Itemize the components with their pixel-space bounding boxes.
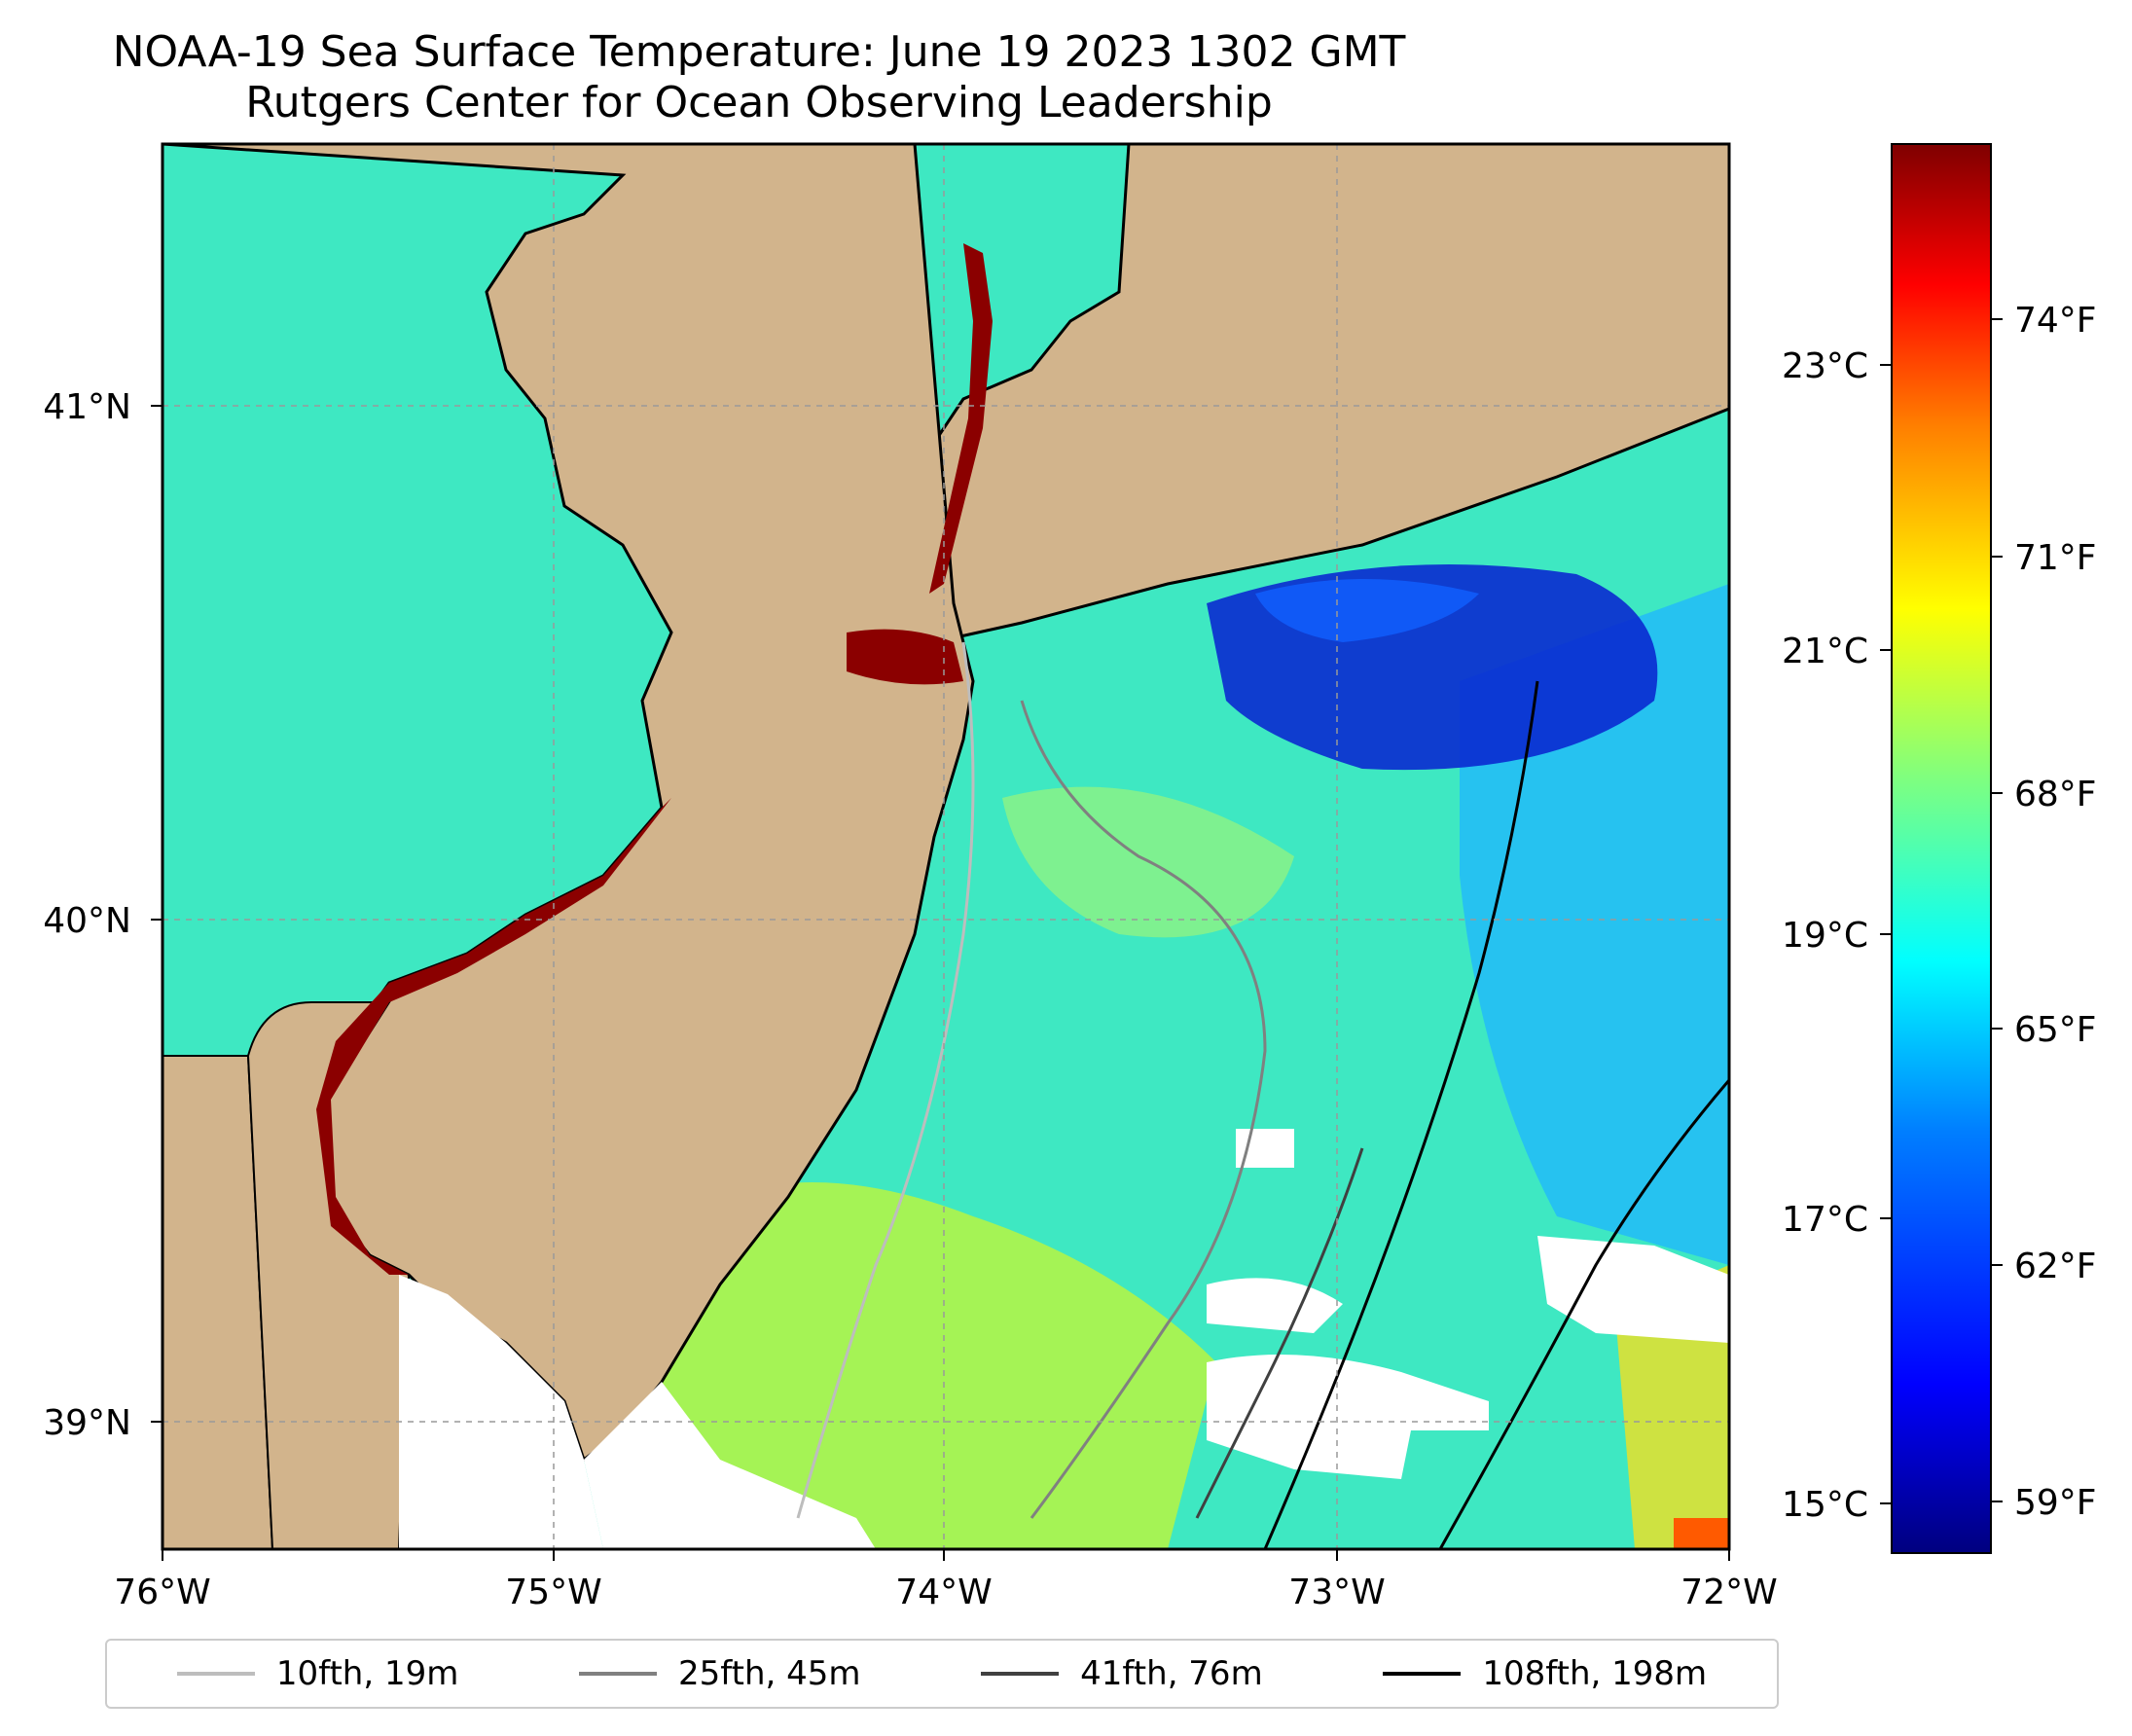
legend-label: 25fth, 45m bbox=[678, 1654, 861, 1693]
celsius-tick-label: 23°C bbox=[1782, 346, 1868, 386]
x-tick-label: 73°W bbox=[1288, 1573, 1385, 1612]
nodata-south bbox=[584, 1382, 876, 1549]
map-title: NOAA-19 Sea Surface Temperature: June 19… bbox=[112, 27, 1406, 77]
legend-item: 41fth, 76m bbox=[981, 1654, 1263, 1693]
warm-sst-patch bbox=[603, 1182, 1216, 1549]
cloud-patch bbox=[1207, 1278, 1343, 1333]
y-axis: 41°N 40°N 39°N bbox=[43, 387, 163, 1443]
colorbar-fahrenheit-ticks: 74°F 71°F 68°F 65°F 62°F 59°F bbox=[1991, 301, 2097, 1523]
land-delaware bbox=[163, 1055, 274, 1549]
celsius-tick-label: 15°C bbox=[1782, 1485, 1868, 1525]
contour-108fth bbox=[1263, 680, 1729, 1549]
legend-label: 10fth, 19m bbox=[275, 1654, 459, 1693]
hudson-river-warm bbox=[929, 243, 993, 594]
fahrenheit-tick-label: 62°F bbox=[2014, 1247, 2097, 1286]
y-tick-label: 40°N bbox=[43, 901, 131, 941]
legend-line-108fth bbox=[1383, 1672, 1462, 1676]
contour-25fth bbox=[1020, 700, 1267, 1519]
fahrenheit-tick-label: 68°F bbox=[2014, 775, 2097, 814]
map-subtitle: Rutgers Center for Ocean Observing Leade… bbox=[245, 78, 1273, 127]
legend-line-10fth bbox=[176, 1672, 255, 1676]
legend-item: 10fth, 19m bbox=[176, 1654, 459, 1693]
x-tick-label: 75°W bbox=[505, 1573, 601, 1612]
x-tick-label: 72°W bbox=[1680, 1573, 1777, 1612]
delaware-bay-nodata bbox=[399, 1275, 603, 1549]
contour-legend: 10fth, 19m 25fth, 45m 41fth, 76m 108fth,… bbox=[105, 1639, 1779, 1709]
y-tick-label: 39°N bbox=[43, 1403, 131, 1443]
x-tick-label: 74°W bbox=[895, 1573, 992, 1612]
fahrenheit-tick-label: 74°F bbox=[2014, 301, 2097, 341]
colorbar-gradient bbox=[1891, 143, 1992, 1554]
colorbar-celsius-ticks: 23°C 21°C 19°C 17°C 15°C bbox=[1782, 346, 1892, 1525]
delaware-river-warm bbox=[316, 798, 671, 1275]
legend-item: 108fth, 198m bbox=[1383, 1654, 1707, 1693]
legend-label: 108fth, 198m bbox=[1482, 1654, 1708, 1693]
x-axis: 76°W 75°W 74°W 73°W 72°W bbox=[114, 1549, 1778, 1612]
cloud-patch-3 bbox=[1537, 1236, 1729, 1343]
raritan-bay-warm bbox=[847, 629, 963, 685]
contour-10fth bbox=[796, 641, 975, 1519]
x-tick-label: 76°W bbox=[114, 1573, 210, 1612]
legend-line-25fth bbox=[579, 1672, 657, 1676]
y-tick-label: 41°N bbox=[43, 387, 131, 427]
map-frame bbox=[161, 142, 1731, 1551]
colorbar: 23°C 21°C 19°C 17°C 15°C 74°F 71°F 68°F … bbox=[1782, 143, 2097, 1554]
legend-item: 25fth, 45m bbox=[579, 1654, 861, 1693]
cloud-patch-2 bbox=[1207, 1355, 1489, 1479]
legend-line-41fth bbox=[981, 1672, 1060, 1676]
celsius-tick-label: 19°C bbox=[1782, 916, 1868, 956]
celsius-tick-label: 17°C bbox=[1782, 1200, 1868, 1240]
fahrenheit-tick-label: 71°F bbox=[2014, 538, 2097, 578]
legend-label: 41fth, 76m bbox=[1080, 1654, 1263, 1693]
hot-sst-corner bbox=[1674, 1518, 1729, 1549]
fahrenheit-tick-label: 65°F bbox=[2014, 1010, 2097, 1050]
fahrenheit-tick-label: 59°F bbox=[2014, 1483, 2097, 1523]
contour-41fth bbox=[1195, 1147, 1364, 1519]
map-panel bbox=[163, 144, 1729, 1549]
graticule bbox=[163, 144, 1729, 1549]
celsius-tick-label: 21°C bbox=[1782, 632, 1868, 671]
